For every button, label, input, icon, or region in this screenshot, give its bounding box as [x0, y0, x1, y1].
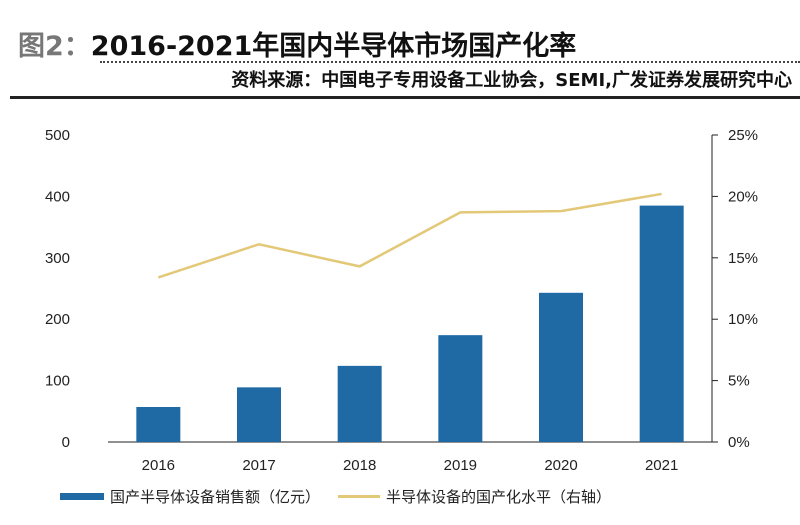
chart-title: 图2：2016-2021年国内半导体市场国产化率 [18, 24, 576, 63]
left-tick-label: 500 [45, 127, 70, 144]
dotted-divider [100, 61, 800, 63]
source-note: 资料来源：中国电子专用设备工业协会，SEMI,广发证券发展研究中心 [231, 70, 792, 91]
bar [539, 292, 583, 442]
left-tick-label: 0 [62, 434, 70, 451]
bar [438, 335, 483, 442]
bar [136, 407, 181, 442]
bar [639, 205, 684, 442]
right-tick-label: 25% [728, 127, 758, 144]
x-tick-label: 2016 [142, 457, 175, 474]
x-tick-label: 2021 [645, 457, 678, 474]
header-rule [10, 96, 800, 99]
right-tick-label: 15% [728, 250, 758, 267]
legend-line-label: 半导体设备的国产化水平（右轴） [386, 488, 612, 506]
x-tick-label: 2018 [343, 457, 376, 474]
legend-bar-swatch [60, 493, 104, 500]
bar [337, 365, 382, 442]
legend: 国产半导体设备销售额（亿元） 半导体设备的国产化水平（右轴） [60, 486, 611, 507]
bar [237, 387, 281, 442]
right-tick-label: 0% [728, 434, 750, 451]
right-tick-label: 5% [728, 373, 750, 390]
right-tick-label: 20% [728, 188, 758, 205]
x-tick-label: 2020 [544, 457, 577, 474]
right-tick-label: 10% [728, 311, 758, 328]
line-series [157, 192, 662, 279]
x-tick-label: 2019 [444, 457, 477, 474]
title-text: 2016-2021年国内半导体市场国产化率 [90, 31, 577, 62]
left-tick-label: 300 [45, 250, 70, 267]
left-tick-label: 200 [45, 311, 70, 328]
legend-bar-label: 国产半导体设备销售额（亿元） [110, 488, 321, 506]
left-tick-label: 100 [45, 373, 70, 390]
x-tick-label: 2017 [242, 457, 275, 474]
figure-label: 图2： [18, 31, 91, 62]
legend-line-swatch [338, 495, 381, 498]
left-tick-label: 400 [45, 188, 70, 205]
